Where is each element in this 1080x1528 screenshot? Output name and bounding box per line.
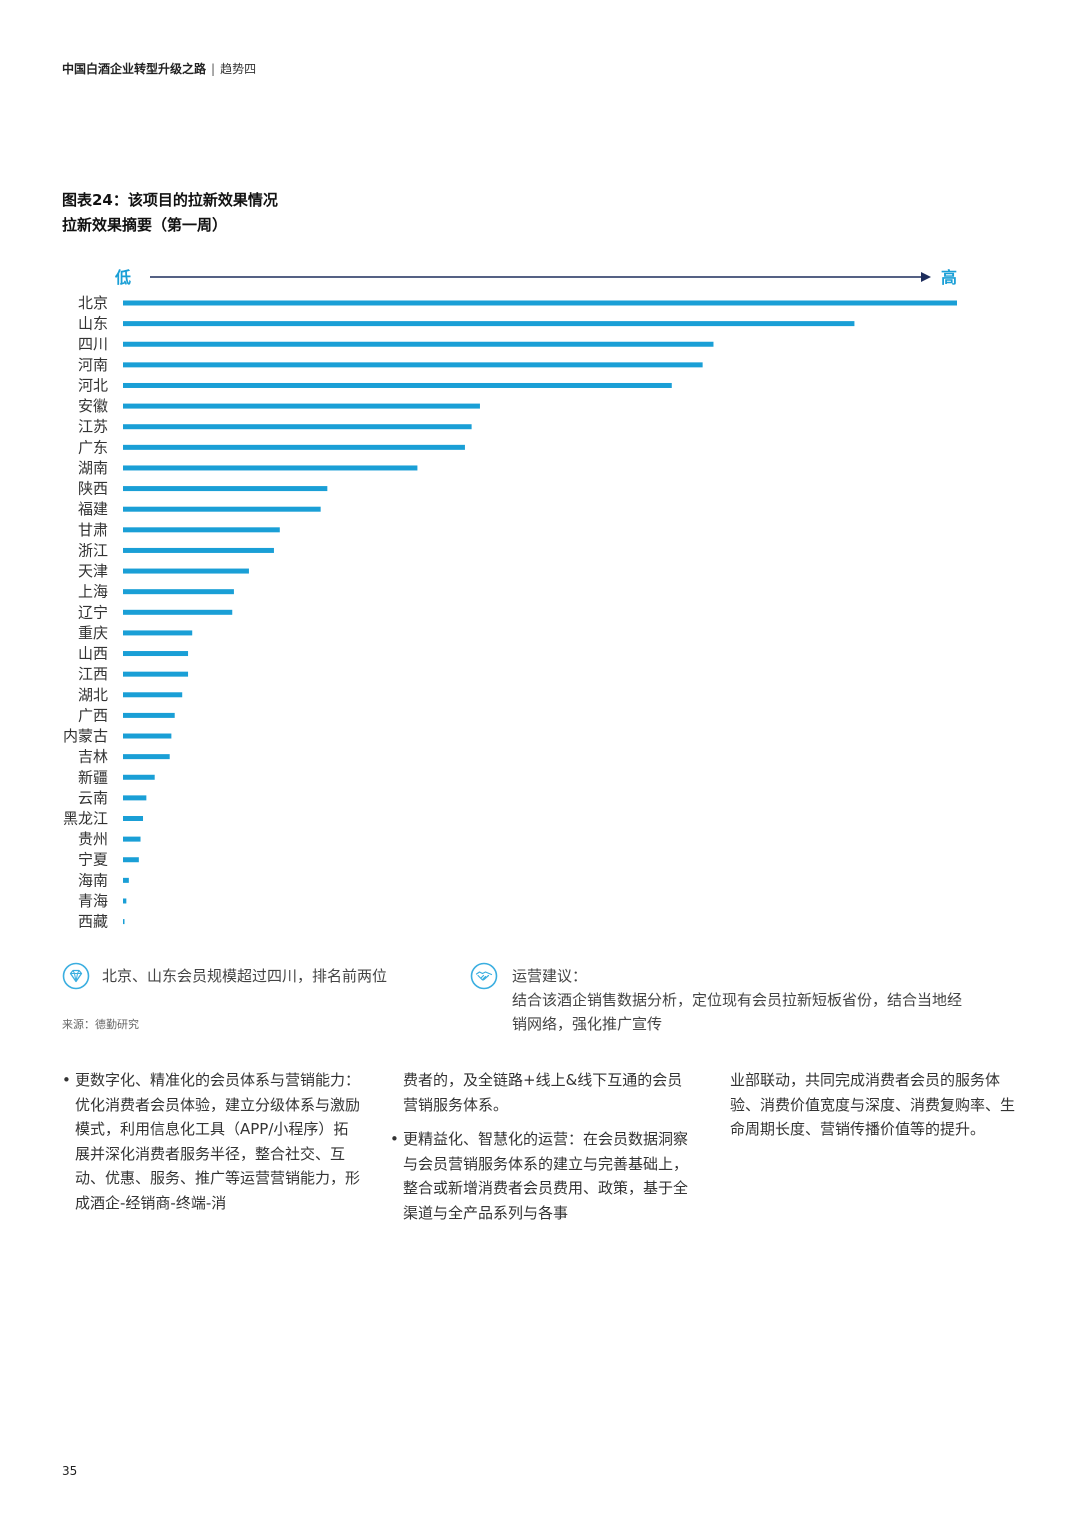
bullet-continuation-2: 业部联动，共同完成消费者会员的服务体验、消费价值宽度与深度、消费复购率、生命周期… bbox=[730, 1071, 1016, 1139]
category-label: 山西 bbox=[78, 645, 108, 663]
category-label: 浙江 bbox=[78, 541, 108, 559]
diamond-icon bbox=[62, 962, 90, 990]
bullet-continuation: 费者的，及全链路+线上&线下互通的会员营销服务体系。 bbox=[403, 1071, 683, 1114]
bar bbox=[123, 651, 189, 657]
callout-right-line1: 结合该酒企销售数据分析，定位现有会员拉新短板省份，结合当地经 bbox=[512, 991, 963, 1009]
category-label: 重庆 bbox=[78, 624, 108, 642]
axis-low-label: 低 bbox=[114, 268, 131, 287]
header-separator: | bbox=[211, 62, 216, 76]
body-column-3: 业部联动，共同完成消费者会员的服务体验、消费价值宽度与深度、消费复购率、生命周期… bbox=[730, 1068, 1020, 1142]
bar bbox=[123, 877, 129, 883]
category-label: 新疆 bbox=[78, 768, 108, 786]
bullet-digital-membership: 更数字化、精准化的会员体系与营销能力：优化消费者会员体验，建立分级体系与激励模式… bbox=[62, 1068, 362, 1216]
category-label: 西藏 bbox=[78, 913, 108, 931]
province-bar-chart: 低 高北京山东四川河南河北安徽江苏广东湖南陕西福建甘肃浙江天津上海辽宁重庆山西江西… bbox=[63, 268, 957, 931]
axis-high-label: 高 bbox=[941, 268, 957, 287]
category-label: 云南 bbox=[78, 789, 108, 807]
category-label: 四川 bbox=[78, 335, 108, 353]
category-label: 青海 bbox=[78, 892, 108, 910]
bar bbox=[123, 774, 155, 780]
category-label: 吉林 bbox=[78, 748, 108, 766]
figure-title-line1: 图表24：该项目的拉新效果情况 bbox=[62, 191, 278, 209]
category-label: 江苏 bbox=[78, 418, 108, 436]
bar bbox=[123, 321, 855, 327]
bar bbox=[123, 898, 127, 904]
category-label: 湖北 bbox=[78, 686, 108, 704]
category-label: 广西 bbox=[78, 706, 108, 724]
bar bbox=[123, 589, 234, 595]
bar bbox=[123, 341, 714, 347]
bar bbox=[123, 857, 139, 863]
bar bbox=[123, 424, 472, 430]
category-label: 河北 bbox=[78, 376, 108, 394]
body-column-2: 费者的，及全链路+线上&线下互通的会员营销服务体系。 更精益化、智慧化的运营：在… bbox=[390, 1068, 690, 1226]
bar bbox=[123, 692, 183, 698]
category-label: 湖南 bbox=[78, 459, 108, 477]
bar bbox=[123, 836, 141, 842]
axis-arrow-head bbox=[921, 272, 931, 282]
callout-left-text: 北京、山东会员规模超过四川，排名前两位 bbox=[102, 967, 388, 985]
category-label: 宁夏 bbox=[78, 851, 108, 869]
running-header: 中国白酒企业转型升级之路 | 趋势四 bbox=[62, 60, 256, 77]
category-label: 黑龙江 bbox=[63, 810, 108, 828]
bar bbox=[123, 547, 274, 553]
category-label: 安徽 bbox=[78, 397, 108, 415]
handshake-icon bbox=[470, 962, 498, 990]
bar bbox=[123, 609, 233, 615]
bar bbox=[123, 795, 147, 801]
bar bbox=[123, 527, 280, 533]
category-label: 上海 bbox=[78, 583, 108, 601]
section-name: 趋势四 bbox=[220, 62, 257, 76]
body-column-1: 更数字化、精准化的会员体系与营销能力：优化消费者会员体验，建立分级体系与激励模式… bbox=[62, 1068, 362, 1216]
bar bbox=[123, 382, 672, 388]
category-label: 天津 bbox=[78, 562, 108, 580]
category-label: 河南 bbox=[78, 356, 108, 374]
category-label: 内蒙古 bbox=[63, 727, 108, 745]
figure-title-line2: 拉新效果摘要（第一周） bbox=[62, 216, 228, 234]
callout-right-heading: 运营建议： bbox=[512, 967, 588, 985]
bar bbox=[123, 733, 172, 739]
page-number: 35 bbox=[62, 1464, 78, 1478]
bar bbox=[123, 816, 144, 821]
bar bbox=[123, 403, 480, 409]
bar bbox=[123, 465, 418, 471]
bar bbox=[123, 444, 465, 450]
callout-right-line2: 销网络，强化推广宣传 bbox=[512, 1015, 663, 1033]
category-label: 广东 bbox=[78, 438, 108, 456]
bar bbox=[123, 506, 321, 512]
category-label: 江西 bbox=[78, 665, 108, 683]
category-label: 福建 bbox=[78, 500, 108, 518]
category-label: 北京 bbox=[78, 294, 108, 312]
bar bbox=[123, 362, 703, 368]
category-label: 山东 bbox=[78, 315, 108, 333]
callout-right-text: 运营建议： 结合该酒企销售数据分析，定位现有会员拉新短板省份，结合当地经 销网络… bbox=[512, 964, 962, 1036]
category-label: 海南 bbox=[78, 871, 108, 889]
category-label: 甘肃 bbox=[78, 521, 108, 539]
figure-title: 图表24：该项目的拉新效果情况 拉新效果摘要（第一周） bbox=[62, 188, 278, 238]
bullet-smart-operations: 更精益化、智慧化的运营：在会员数据洞察与会员营销服务体系的建立与完善基础上，整合… bbox=[390, 1127, 690, 1225]
report-title: 中国白酒企业转型升级之路 bbox=[62, 62, 207, 76]
bar bbox=[123, 919, 125, 925]
bar bbox=[123, 754, 170, 760]
bar bbox=[123, 568, 249, 574]
category-label: 贵州 bbox=[78, 830, 108, 848]
category-label: 辽宁 bbox=[78, 603, 108, 621]
bar bbox=[123, 671, 189, 677]
bar bbox=[123, 712, 175, 718]
category-label: 陕西 bbox=[78, 480, 108, 498]
source-note: 来源：德勤研究 bbox=[62, 1018, 139, 1031]
bar bbox=[123, 630, 193, 636]
bar bbox=[123, 300, 957, 306]
bar bbox=[123, 486, 328, 492]
